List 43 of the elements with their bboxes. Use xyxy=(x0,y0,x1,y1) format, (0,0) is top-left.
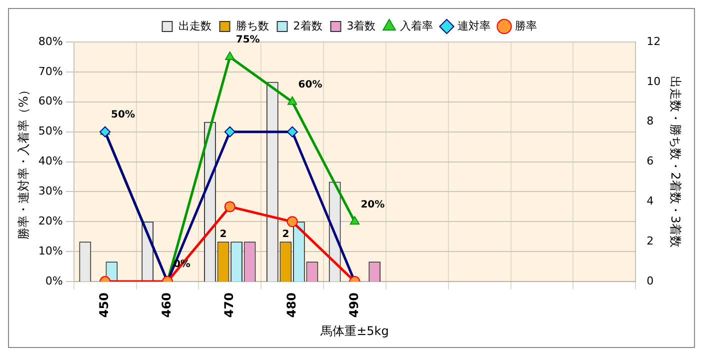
data-label: 20% xyxy=(360,199,385,210)
legend-label: 連対率 xyxy=(458,19,491,32)
y-tick-label: 0% xyxy=(45,274,63,288)
legend-label: 出走数 xyxy=(178,19,212,32)
data-label: 60% xyxy=(298,79,322,90)
y2-tick-label: 8 xyxy=(646,114,654,128)
y2-tick-label: 12 xyxy=(646,34,661,48)
point xyxy=(350,216,360,225)
y-tick-label: 40% xyxy=(38,154,63,168)
data-label: 75% xyxy=(236,34,260,46)
data-label: 50% xyxy=(111,109,135,120)
y-tick-label: 60% xyxy=(38,94,63,108)
y-tick-label: 70% xyxy=(38,64,63,78)
legend-label: 3着数 xyxy=(346,19,376,32)
x-tick-label: 480 xyxy=(284,292,298,318)
point xyxy=(100,126,111,138)
y-tick-label: 50% xyxy=(38,124,63,138)
x-tick-label: 450 xyxy=(97,292,112,318)
y2-tick-label: 6 xyxy=(646,154,654,168)
y2-tick-label: 10 xyxy=(646,74,661,88)
x-tick-label: 460 xyxy=(160,292,174,318)
y-tick-label: 20% xyxy=(38,214,63,228)
point xyxy=(224,201,236,212)
x-axis-title: 馬体重±5kg xyxy=(320,324,389,338)
y2-axis-title: 出走数・勝ち数・2着数・3着数 xyxy=(668,76,683,248)
y-axis-title: 勝率・連対率・入着率（%） xyxy=(16,84,30,240)
x-tick-label: 470 xyxy=(222,292,236,318)
y-tick-label: 30% xyxy=(38,184,63,198)
data-label: 2 xyxy=(220,229,227,240)
y-tick-label: 10% xyxy=(38,244,63,258)
y2-tick-label: 4 xyxy=(646,194,654,208)
y2-tick-label: 2 xyxy=(646,234,654,248)
legend-label: 入着率 xyxy=(400,19,434,32)
legend-label: 2着数 xyxy=(293,19,322,32)
legend-label: 勝率 xyxy=(515,19,538,32)
point xyxy=(224,126,236,138)
y2-tick-label: 0 xyxy=(646,274,654,288)
point xyxy=(286,126,298,138)
point xyxy=(286,216,298,228)
x-tick-label: 490 xyxy=(346,292,361,318)
data-label: 2 xyxy=(282,229,290,240)
legend-label: 勝ち数 xyxy=(236,19,269,32)
y-tick-label: 80% xyxy=(38,34,63,48)
